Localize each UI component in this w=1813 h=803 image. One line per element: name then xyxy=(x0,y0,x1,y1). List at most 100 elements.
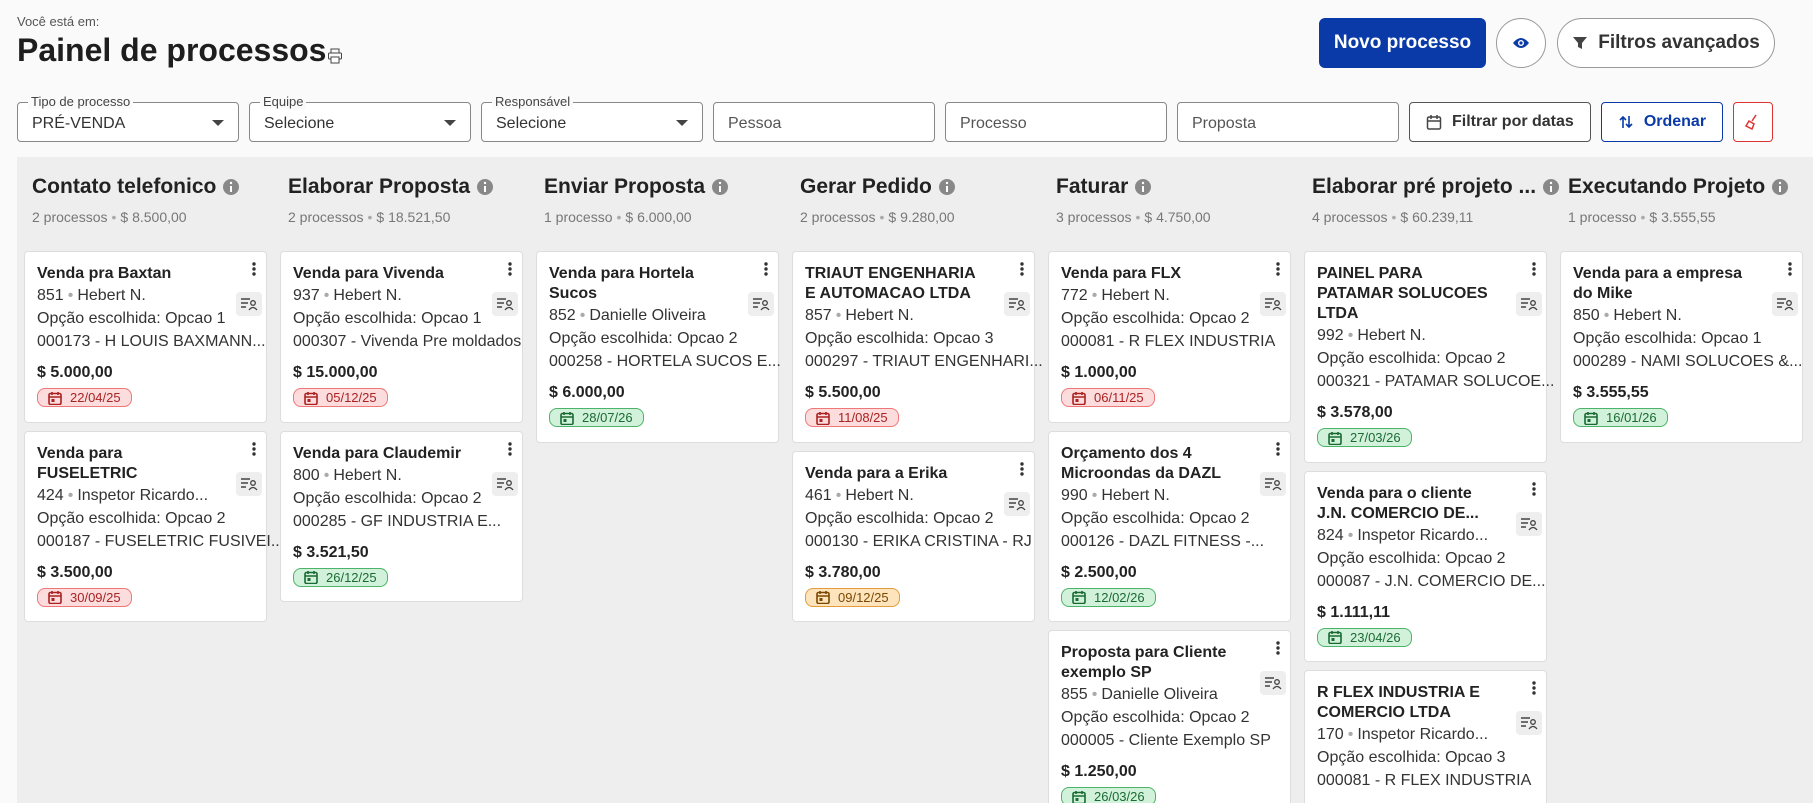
card-title: PAINEL PARA PATAMAR SOLUCOES LTDA xyxy=(1317,265,1488,322)
proposal: 000289 - NAMI SOLUCOES &... xyxy=(1573,353,1803,370)
card-value: $ 6.000,00 xyxy=(549,384,625,401)
card-menu[interactable] xyxy=(1276,441,1280,461)
date-text: 22/04/25 xyxy=(70,390,121,405)
card-menu[interactable] xyxy=(508,441,512,461)
date-filter-button[interactable]: Filtrar por datas xyxy=(1409,102,1591,142)
proposal: 000258 - HORTELA SUCOS E... xyxy=(549,353,781,370)
process-id: 852 xyxy=(549,307,576,324)
process-card[interactable]: Venda pra Baxtan 851 • Hebert N. Opção escol… xyxy=(24,251,267,423)
assign-button[interactable] xyxy=(748,292,774,316)
assign-button[interactable] xyxy=(236,471,262,496)
date-text: 26/12/25 xyxy=(326,569,377,585)
column-summary: 1 processo • $ 3.555,55 xyxy=(1568,209,1808,225)
process-card[interactable]: Venda para o cliente J.N. COMERCIO DE...… xyxy=(1304,470,1547,662)
chosen-option: Opção escolhida: Opcao 2 xyxy=(805,509,994,527)
card-meta: 857 • Hebert N. xyxy=(805,304,1022,327)
card-menu[interactable] xyxy=(1532,262,1536,281)
select-field[interactable]: Equipe Selecione xyxy=(249,94,471,142)
advanced-filters-label: Filtros avançados xyxy=(1598,32,1760,53)
card-title: Venda para a Erika xyxy=(805,464,948,482)
column-header: Executando Projeto 1 processo • $ 3.555,55 xyxy=(1560,157,1813,251)
card-value: $ 3.521,50 xyxy=(293,543,369,561)
assign-button[interactable] xyxy=(236,292,262,316)
chosen-option: Opção escolhida: Opcao 3 xyxy=(805,330,994,347)
print-icon[interactable] xyxy=(327,48,343,64)
separator: • xyxy=(616,209,622,225)
process-card[interactable]: Venda para Claudemir 800 • Hebert N. Opção e… xyxy=(280,430,523,602)
text-input[interactable]: Processo xyxy=(945,102,1167,142)
due-date: 06/11/25 xyxy=(1061,388,1155,407)
new-process-button[interactable]: Novo processo xyxy=(1319,18,1486,68)
text-input[interactable]: Pessoa xyxy=(713,102,935,142)
assign-button[interactable] xyxy=(1516,292,1542,316)
process-card[interactable]: Venda para Vivenda 937 • Hebert N. Opção esc… xyxy=(280,251,523,423)
process-total: $ 6.000,00 xyxy=(625,209,692,225)
process-card[interactable]: Venda para Hortela Sucos 852 • Danielle Oli… xyxy=(536,251,781,443)
process-card[interactable]: Proposta para Cliente exemplo SP 855 • Dani… xyxy=(1048,630,1291,803)
separator: • xyxy=(323,466,330,484)
card-menu[interactable] xyxy=(1788,262,1792,281)
icon xyxy=(222,178,240,196)
card-title: Venda para Hortela Sucos xyxy=(549,265,694,302)
card-value: $ 1.250,00 xyxy=(1061,763,1137,780)
proposal: 000187 - FUSELETRIC FUSIVEI... xyxy=(37,532,285,550)
assign-button[interactable] xyxy=(492,471,518,496)
card-title: TRIAUT ENGENHARIA E AUTOMACAO LTDA xyxy=(805,265,976,302)
assign-button[interactable] xyxy=(492,292,518,316)
responsible: Inspetor Ricardo... xyxy=(77,486,209,504)
assign-button[interactable] xyxy=(1260,292,1286,316)
card-menu[interactable] xyxy=(508,262,512,281)
process-card[interactable]: TRIAUT ENGENHARIA E AUTOMACAO LTDA 857 • He… xyxy=(792,251,1043,443)
card-menu[interactable] xyxy=(252,441,256,461)
assign-button[interactable] xyxy=(1516,711,1542,735)
process-card[interactable]: Orçamento dos 4 Microondas da DAZL 990 • He… xyxy=(1048,430,1291,622)
process-card[interactable]: Venda para FUSELETRIC 424 • Inspetor Ricard… xyxy=(24,430,285,622)
process-card[interactable]: Venda para a empresa do Mike 850 • Hebert N… xyxy=(1560,251,1803,443)
dropdown-arrow xyxy=(444,120,456,132)
card-menu[interactable] xyxy=(1276,262,1280,281)
process-id: 424 xyxy=(37,486,64,504)
assign-button[interactable] xyxy=(1772,292,1798,316)
text-input[interactable]: Proposta xyxy=(1177,102,1399,142)
card-menu[interactable] xyxy=(1020,461,1024,481)
select-field[interactable]: Tipo de processo PRÉ-VENDA xyxy=(17,94,239,142)
date-text: 11/08/25 xyxy=(838,410,888,425)
assign-button[interactable] xyxy=(1260,471,1286,496)
process-card[interactable]: R FLEX INDUSTRIA E COMERCIO LTDA 170 • Insp… xyxy=(1304,670,1547,803)
sort-button[interactable]: Ordenar xyxy=(1600,102,1724,142)
date-text: 23/04/26 xyxy=(1350,629,1401,645)
card-menu[interactable] xyxy=(1532,481,1536,501)
chosen-option: Opção escolhida: Opcao 2 xyxy=(293,489,482,507)
process-count: 2 processos xyxy=(288,209,364,225)
separator: • xyxy=(323,287,330,304)
chosen-option: Opção escolhida: Opcao 2 xyxy=(37,509,226,527)
card-meta: 855 • Danielle Oliveira xyxy=(1061,683,1278,706)
card-menu[interactable] xyxy=(1532,681,1536,700)
card-menu[interactable] xyxy=(1020,262,1024,281)
card-menu[interactable] xyxy=(1276,641,1280,660)
chosen-option: Opção escolhida: Opcao 2 xyxy=(1317,549,1506,567)
card-menu[interactable] xyxy=(252,262,256,281)
assign-button[interactable] xyxy=(1004,292,1030,316)
process-card[interactable]: Venda para FLX 772 • Hebert N. Opção escolhi… xyxy=(1048,251,1291,423)
card-value: $ 3.555,55 xyxy=(1573,384,1649,401)
process-card[interactable]: Venda para a Erika 461 • Hebert N. Opção esc… xyxy=(792,450,1035,622)
assign-button[interactable] xyxy=(1260,671,1286,695)
separator: • xyxy=(1347,526,1354,544)
assign-button[interactable] xyxy=(1004,491,1030,516)
select-field[interactable]: Responsável Selecione xyxy=(481,94,703,142)
process-card[interactable]: PAINEL PARA PATAMAR SOLUCOES LTDA 992 • Heb… xyxy=(1304,251,1554,463)
card-menu[interactable] xyxy=(764,262,768,281)
column-header: Elaborar pré projeto ... 4 processos • $ 60… xyxy=(1304,157,1560,251)
date-text: 26/03/26 xyxy=(1094,789,1145,803)
separator: • xyxy=(1091,287,1098,304)
card-meta: 990 • Hebert N. xyxy=(1061,484,1278,507)
clear-button[interactable] xyxy=(1733,102,1774,142)
icon xyxy=(1072,790,1086,803)
assign-button[interactable] xyxy=(1516,511,1542,536)
advanced-filters-button[interactable]: Filtros avançados xyxy=(1557,18,1775,68)
view-button[interactable] xyxy=(1496,18,1546,68)
column-header: Contato telefonico 2 processos • $ 8.500,00 xyxy=(24,157,280,251)
